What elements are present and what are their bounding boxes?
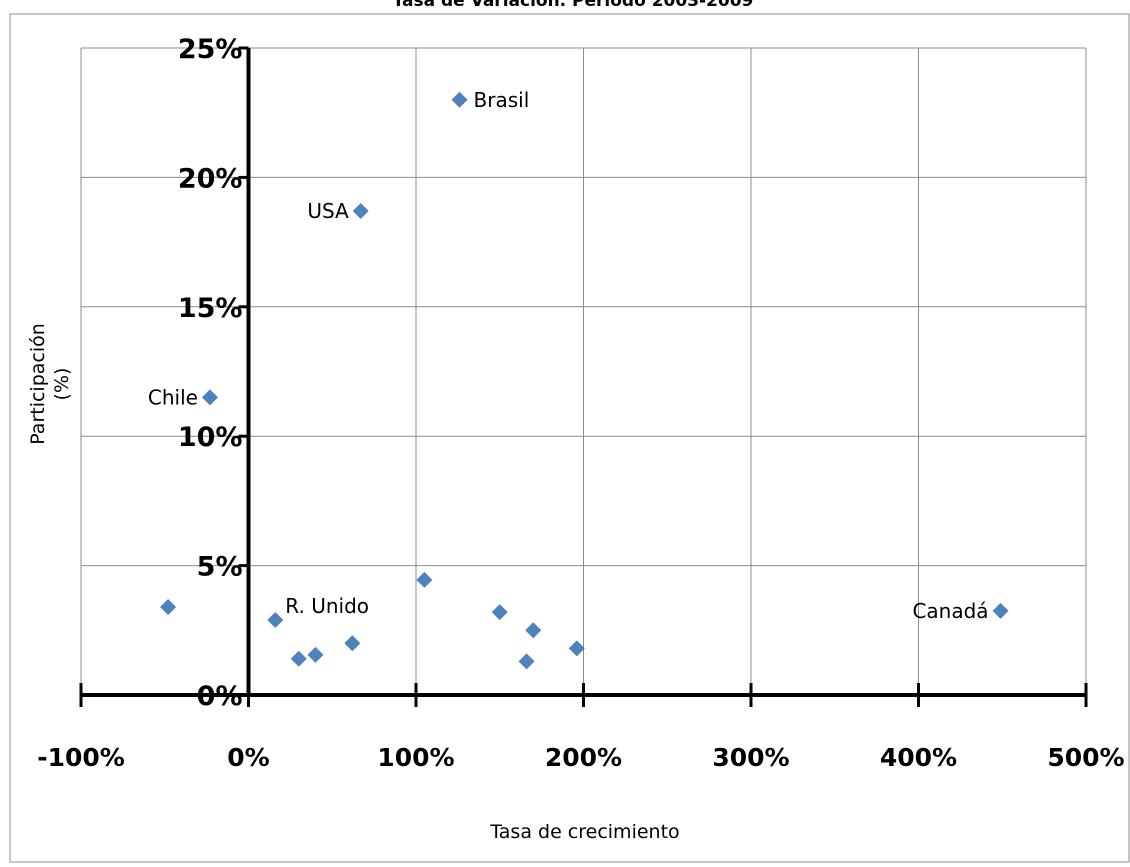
data-point bbox=[307, 646, 324, 663]
y-tick-label: 20% bbox=[178, 163, 243, 194]
data-point bbox=[416, 571, 433, 588]
x-tick-label: 100% bbox=[377, 743, 454, 772]
x-tick-label: 0% bbox=[227, 743, 269, 772]
x-tick-label: 400% bbox=[880, 743, 957, 772]
chart-title: Tasa de Variación. Período 2003-2009 bbox=[393, 0, 754, 11]
data-point bbox=[451, 91, 468, 108]
y-tick-label: 0% bbox=[197, 681, 243, 712]
point-label: Canadá bbox=[912, 599, 988, 623]
data-point bbox=[518, 653, 535, 670]
data-points bbox=[160, 91, 1009, 670]
y-tick-label: 15% bbox=[178, 293, 243, 324]
y-tick-label: 5% bbox=[197, 552, 243, 583]
data-point bbox=[992, 602, 1009, 619]
y-axis-title-line-1: Participación bbox=[27, 323, 49, 445]
data-point bbox=[525, 622, 542, 639]
point-label: Brasil bbox=[474, 88, 530, 112]
x-tick-label: 500% bbox=[1047, 743, 1124, 772]
tick-labels: 0% 5% 10% 15% 20% 25% -100% 0% 100% 200% 300% 400% 5… bbox=[37, 34, 1124, 772]
x-tick-label: 200% bbox=[545, 743, 622, 772]
data-point bbox=[568, 640, 585, 657]
y-tick-label: 25% bbox=[178, 34, 243, 65]
y-axis-title-line-2: (%) bbox=[51, 368, 73, 401]
point-label: R. Unido bbox=[285, 594, 369, 618]
data-point bbox=[491, 604, 508, 621]
data-point bbox=[290, 650, 307, 667]
x-tick-label: 300% bbox=[712, 743, 789, 772]
x-axis-title: Tasa de crecimiento bbox=[489, 821, 679, 843]
point-labels: Brasil USA Chile R. Unido Canadá bbox=[148, 88, 989, 623]
data-point bbox=[352, 203, 369, 220]
data-point bbox=[201, 389, 218, 406]
x-tick-label: -100% bbox=[37, 743, 125, 772]
data-point bbox=[267, 611, 284, 628]
point-label: Chile bbox=[148, 385, 198, 409]
axes bbox=[79, 46, 1088, 707]
y-tick-label: 10% bbox=[178, 422, 243, 453]
plot-area-border bbox=[9, 13, 1130, 863]
point-label: USA bbox=[307, 199, 349, 223]
data-point bbox=[344, 635, 361, 652]
data-point bbox=[160, 599, 177, 616]
